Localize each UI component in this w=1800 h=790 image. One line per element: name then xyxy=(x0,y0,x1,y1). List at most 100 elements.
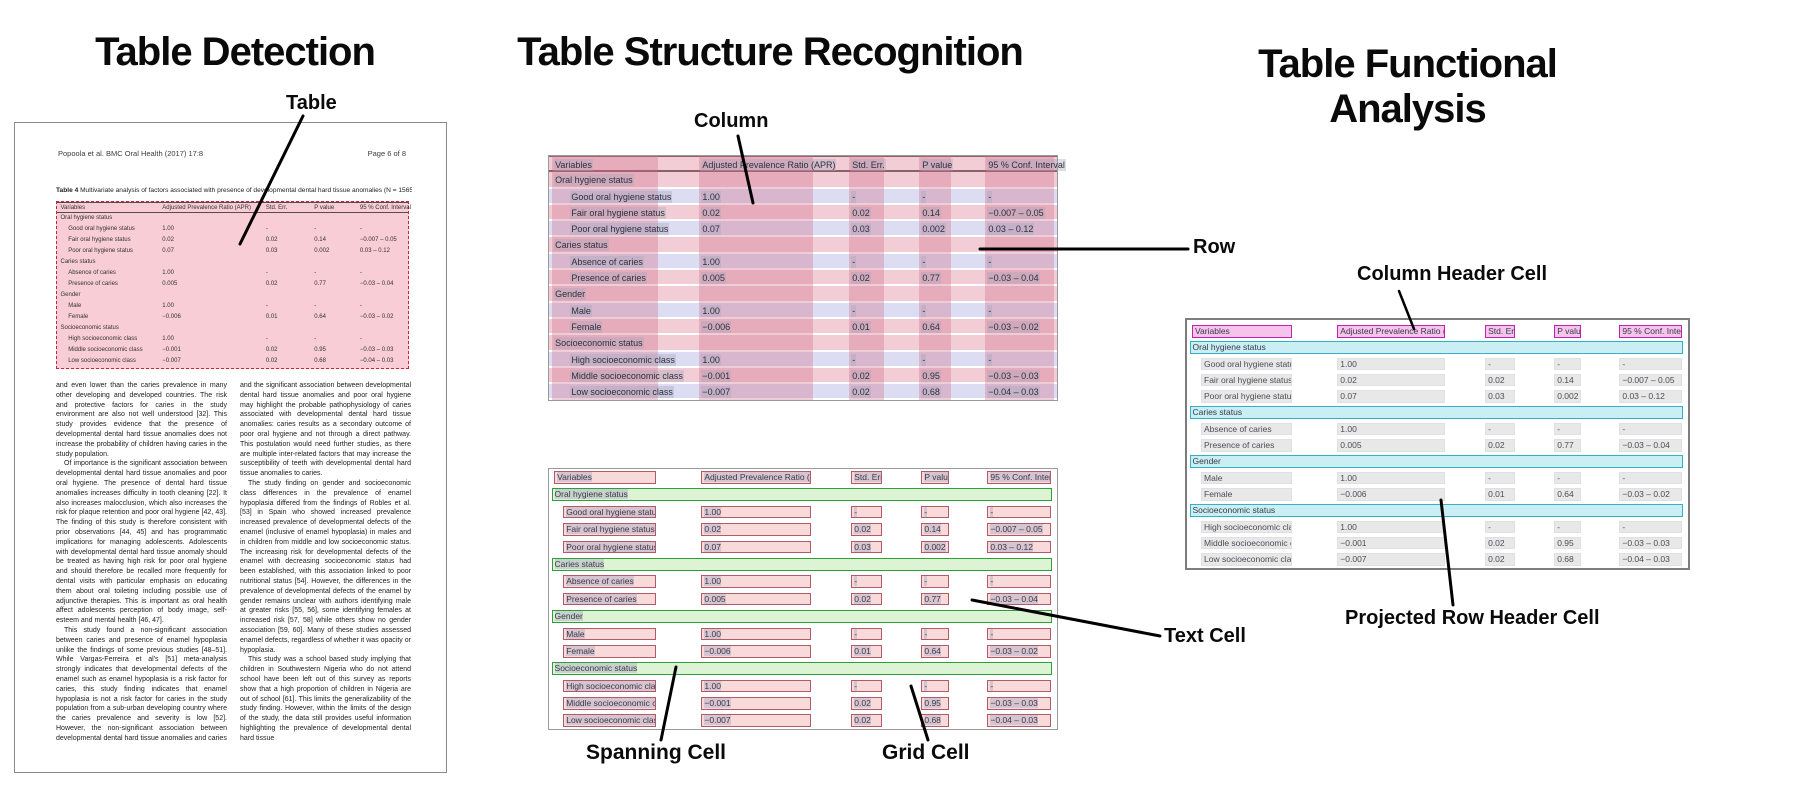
table-cell: 0.07 xyxy=(701,223,721,236)
table-cell: Presence of caries xyxy=(68,281,118,287)
table-cell: Good oral hygiene status xyxy=(570,190,673,203)
grid-cell: - xyxy=(921,627,949,641)
table-cell: Female xyxy=(68,314,89,320)
column-header-cell: P value xyxy=(1554,325,1582,338)
grid-cell: - xyxy=(1554,471,1582,485)
table-row: Female −0.006 0.01 0.64 −0.03 – 0.02 xyxy=(549,318,1057,336)
cell-text: - xyxy=(1488,521,1491,532)
cell-text: 0.68 xyxy=(924,715,941,726)
cell-text: Variables xyxy=(1195,326,1230,336)
table-cell: - xyxy=(265,226,268,232)
column-header-cell: 95 % Conf. Interval xyxy=(987,159,1066,171)
callout-column: Column xyxy=(694,110,769,132)
text-cell: Middle socioeconomic class xyxy=(563,697,656,710)
callout-table: Table xyxy=(286,92,337,114)
table-cell: 1.00 xyxy=(162,226,174,232)
grid-cell: −0.007 – 0.05 xyxy=(1619,373,1683,387)
grid-cell: −0.006 xyxy=(1337,487,1445,501)
text-cell: Male xyxy=(1201,471,1293,485)
table-cell: Low socioeconomic class xyxy=(68,358,136,364)
section-row: Oral hygiene status xyxy=(57,213,408,224)
cell-text: - xyxy=(1557,472,1561,483)
grid-cell: 0.14 xyxy=(1554,373,1582,387)
cell-text: 0.14 xyxy=(1557,374,1574,385)
cell-text: −0.006 xyxy=(704,645,731,656)
cell-text: - xyxy=(1622,472,1626,483)
cell-text: 1.00 xyxy=(1340,423,1357,434)
cell-text: - xyxy=(924,576,928,587)
table-cell: −0.03 – 0.04 xyxy=(359,281,394,287)
table-cell: 1.00 xyxy=(701,353,721,366)
callout-column-header-cell: Column Header Cell xyxy=(1357,263,1548,285)
grid-cell: 0.02 xyxy=(1485,536,1516,550)
cell-text: −0.03 – 0.04 xyxy=(1622,440,1670,451)
cell-text: - xyxy=(854,576,858,587)
spanning-cell: Socioeconomic status xyxy=(1189,504,1684,517)
table-cell: - xyxy=(987,353,993,366)
cell-text: 1.00 xyxy=(1340,472,1357,483)
section-row: Oral hygiene status xyxy=(549,486,1057,503)
table-row: Absence of caries 1.00 - - - xyxy=(549,253,1057,271)
table-cell: - xyxy=(921,353,927,366)
table-row: Low socioeconomic class −0.007 0.02 0.68 −0.… xyxy=(57,356,408,367)
section-row: Socioeconomic status xyxy=(549,660,1057,677)
cell-text: High socioeconomic class xyxy=(566,680,655,691)
table-caption-label: Table 4 xyxy=(56,187,79,194)
text-cell: High socioeconomic class xyxy=(563,679,656,693)
grid-cell: - xyxy=(921,575,949,588)
table-cell: −0.006 xyxy=(701,320,732,333)
cell-text: - xyxy=(924,680,928,691)
functional-analysis-table: Variables Adjusted Prevalence Ratio (APR)… xyxy=(1185,318,1690,570)
cell-text: −0.001 xyxy=(704,698,731,709)
table-cell: 0.02 xyxy=(851,369,871,382)
grid-cell: - xyxy=(987,575,1052,588)
cell-text: Male xyxy=(1204,472,1223,483)
cell-text: - xyxy=(1622,358,1626,369)
cell-text: 95 % Conf. Interval xyxy=(1622,326,1681,336)
table-row: Fair oral hygiene status 0.02 0.02 0.14 −0.0… xyxy=(549,204,1057,222)
table-row: Fair oral hygiene status 0.02 0.02 0.14 −0.0… xyxy=(1187,372,1688,388)
cell-text: −0.03 – 0.02 xyxy=(990,645,1038,656)
cell-text: 0.95 xyxy=(924,698,941,709)
column-header-cell: P value xyxy=(921,159,954,171)
table-cell: - xyxy=(921,304,927,317)
column-header-cell: Adjusted Prevalence Ratio (APR) xyxy=(701,471,811,484)
section-label: Gender xyxy=(554,288,587,301)
grid-cell: −0.03 – 0.02 xyxy=(1619,487,1683,501)
table-cell: 0.14 xyxy=(921,206,941,219)
table-cell: Female xyxy=(570,320,603,333)
table-cell: 0.02 xyxy=(851,386,871,399)
grid-cell: 0.02 xyxy=(1337,373,1445,387)
text-cell: Low socioeconomic class xyxy=(563,714,656,728)
grid-cell: 0.02 xyxy=(701,523,811,536)
cell-text: Good oral hygiene status xyxy=(566,506,655,517)
table-row: Good oral hygiene status 1.00 - - - xyxy=(1187,356,1688,372)
cell-text: 0.77 xyxy=(924,593,941,604)
table-row: Middle socioeconomic class −0.001 0.02 0.95… xyxy=(1187,535,1688,551)
column-header-cell: Adjusted Prevalence Ratio (APR) xyxy=(162,205,252,211)
section-row: Oral hygiene status xyxy=(1187,339,1688,355)
cell-text: 0.02 xyxy=(854,715,871,726)
detected-table-region: Variables Adjusted Prevalence Ratio (APR)… xyxy=(56,201,411,369)
body-paragraph: The study finding on gender and socioeco… xyxy=(240,479,411,654)
cell-text: 1.00 xyxy=(704,628,721,639)
grid-cell: - xyxy=(1619,422,1683,436)
spanning-cell: Caries status xyxy=(1189,406,1684,420)
cell-text: - xyxy=(1557,423,1561,434)
cell-text: 0.95 xyxy=(1557,537,1574,548)
document-page-number: Page 6 of 8 xyxy=(367,149,406,158)
grid-cell: −0.03 – 0.03 xyxy=(987,697,1052,710)
cell-text: 0.002 xyxy=(1557,391,1579,402)
text-cell: Poor oral hygiene status xyxy=(1201,390,1293,403)
table-cell: 0.01 xyxy=(851,320,871,333)
table-row: Presence of caries 0.005 0.02 0.77 −0.03 – 0… xyxy=(57,279,408,290)
table-cell: −0.03 – 0.02 xyxy=(359,314,394,320)
callout-grid-cell: Grid Cell xyxy=(882,741,970,764)
table-caption: Table 4 Multivariate analysis of factors… xyxy=(56,187,412,194)
grid-cell: - xyxy=(1554,520,1582,534)
cell-text: - xyxy=(924,506,928,517)
grid-cell: 0.02 xyxy=(851,714,882,728)
grid-cell: −0.04 – 0.03 xyxy=(987,714,1052,728)
grid-cell: 0.68 xyxy=(1554,553,1582,566)
cell-text: Std. Err. xyxy=(854,472,881,482)
